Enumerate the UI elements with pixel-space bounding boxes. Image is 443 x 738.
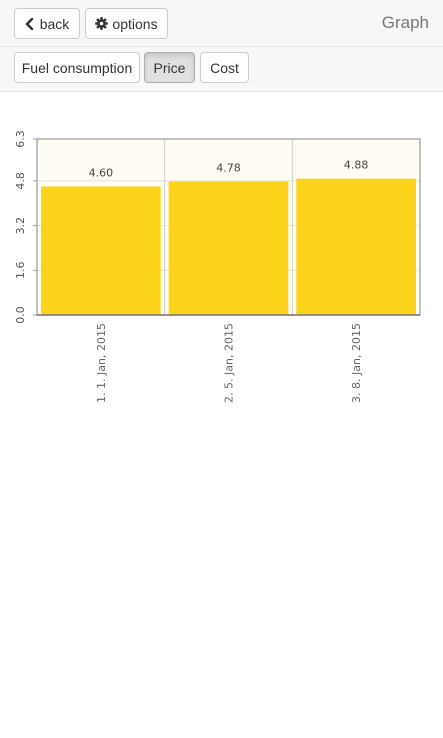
back-button[interactable]: back <box>14 8 80 39</box>
options-label: options <box>112 15 158 32</box>
tab-price-label: Price <box>153 59 186 76</box>
tab-fuel-consumption[interactable]: Fuel consumption <box>14 52 140 83</box>
y-tick-label: 0.0 <box>14 306 27 324</box>
price-bar-chart: 0.0 1.6 3.2 4.8 6.3 4.60 4.78 4.88 1. 1. Jan, 20… <box>14 130 421 403</box>
y-tick-label: 3.2 <box>14 217 27 235</box>
bar-value-label: 4.60 <box>89 166 114 179</box>
bar-value-label: 4.78 <box>216 161 241 174</box>
gear-icon <box>95 17 109 30</box>
header-bar: back options Graph <box>0 0 443 46</box>
tab-fuel-consumption-label: Fuel consumption <box>21 59 133 76</box>
y-tick-label: 4.8 <box>14 172 27 190</box>
chevron-left-icon <box>25 17 34 30</box>
tab-cost[interactable]: Cost <box>200 52 249 83</box>
tab-bar: Fuel consumption Price Cost <box>0 46 443 92</box>
chart-container: 0.0 1.6 3.2 4.8 6.3 4.60 4.78 4.88 1. 1. Jan, 20… <box>0 92 443 422</box>
y-tick-label: 6.3 <box>14 130 27 148</box>
x-tick-label: 3. 8. Jan, 2015 <box>350 323 363 403</box>
bar-3 <box>296 178 416 315</box>
y-tick-label: 1.6 <box>14 262 27 280</box>
page-title: Graph <box>381 13 429 32</box>
bar-1 <box>41 186 161 315</box>
tab-price[interactable]: Price <box>144 52 195 83</box>
bar-2 <box>168 181 289 315</box>
back-label: back <box>39 15 70 32</box>
options-button[interactable]: options <box>85 8 168 39</box>
tab-cost-label: Cost <box>210 59 239 76</box>
x-tick-label: 1. 1. Jan, 2015 <box>95 323 108 403</box>
x-tick-label: 2. 5. Jan, 2015 <box>223 323 236 403</box>
bar-value-label: 4.88 <box>344 159 369 172</box>
